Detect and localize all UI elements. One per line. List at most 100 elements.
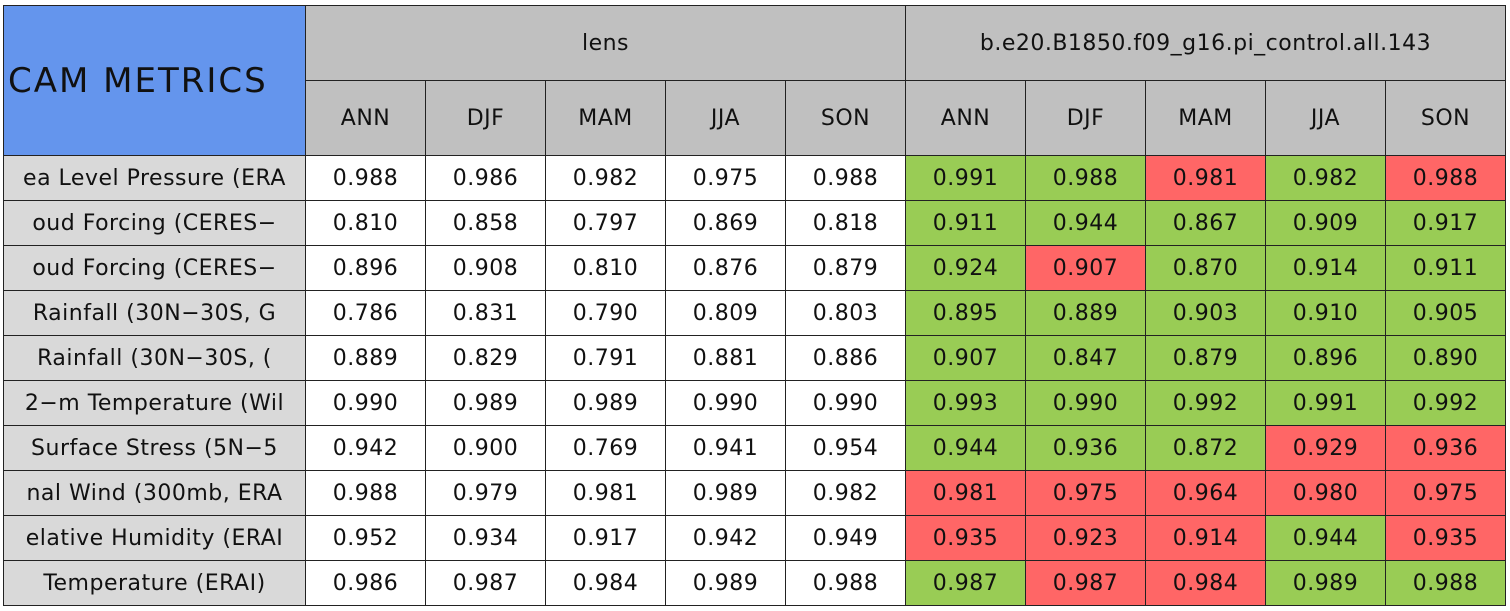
value-cell: 0.988: [305, 470, 426, 516]
row-label: 2−m Temperature (Wil: [3, 380, 306, 426]
value-cell: 0.982: [545, 155, 666, 201]
season-header: ANN: [305, 80, 426, 156]
value-cell: 0.993: [905, 380, 1026, 426]
value-cell: 0.876: [665, 245, 786, 291]
value-cell: 0.944: [905, 425, 1026, 471]
value-cell: 0.942: [665, 515, 786, 561]
value-cell: 0.858: [425, 200, 546, 246]
value-cell: 0.989: [545, 380, 666, 426]
value-cell: 0.810: [545, 245, 666, 291]
value-cell: 0.908: [425, 245, 546, 291]
value-cell: 0.903: [1145, 290, 1266, 336]
value-cell: 0.982: [785, 470, 906, 516]
value-cell: 0.936: [1385, 425, 1506, 471]
value-cell: 0.917: [1385, 200, 1506, 246]
group-header: lens: [305, 5, 906, 81]
value-cell: 0.990: [305, 380, 426, 426]
value-cell: 0.769: [545, 425, 666, 471]
value-cell: 0.982: [1265, 155, 1386, 201]
value-cell: 0.989: [665, 470, 786, 516]
value-cell: 0.935: [905, 515, 1026, 561]
value-cell: 0.942: [305, 425, 426, 471]
value-cell: 0.952: [305, 515, 426, 561]
value-cell: 0.988: [785, 560, 906, 606]
value-cell: 0.990: [665, 380, 786, 426]
value-cell: 0.909: [1265, 200, 1386, 246]
season-header: SON: [785, 80, 906, 156]
value-cell: 0.949: [785, 515, 906, 561]
season-header: MAM: [1145, 80, 1266, 156]
value-cell: 0.988: [1025, 155, 1146, 201]
row-label: Temperature (ERAI): [3, 560, 306, 606]
value-cell: 0.975: [1025, 470, 1146, 516]
season-header: DJF: [425, 80, 546, 156]
value-cell: 0.791: [545, 335, 666, 381]
value-cell: 0.911: [905, 200, 1026, 246]
value-cell: 0.872: [1145, 425, 1266, 471]
value-cell: 0.881: [665, 335, 786, 381]
season-header: MAM: [545, 80, 666, 156]
value-cell: 0.905: [1385, 290, 1506, 336]
value-cell: 0.991: [905, 155, 1026, 201]
value-cell: 0.907: [905, 335, 1026, 381]
value-cell: 0.984: [1145, 560, 1266, 606]
value-cell: 0.914: [1265, 245, 1386, 291]
value-cell: 0.979: [425, 470, 546, 516]
value-cell: 0.831: [425, 290, 546, 336]
row-label: oud Forcing (CERES−: [3, 245, 306, 291]
value-cell: 0.907: [1025, 245, 1146, 291]
row-label: Surface Stress (5N−5: [3, 425, 306, 471]
value-cell: 0.914: [1145, 515, 1266, 561]
value-cell: 0.992: [1145, 380, 1266, 426]
value-cell: 0.929: [1265, 425, 1386, 471]
value-cell: 0.990: [785, 380, 906, 426]
season-header: DJF: [1025, 80, 1146, 156]
value-cell: 0.900: [425, 425, 546, 471]
value-cell: 0.989: [425, 380, 546, 426]
value-cell: 0.889: [1025, 290, 1146, 336]
row-label: oud Forcing (CERES−: [3, 200, 306, 246]
value-cell: 0.991: [1265, 380, 1386, 426]
value-cell: 0.964: [1145, 470, 1266, 516]
value-cell: 0.895: [905, 290, 1026, 336]
value-cell: 0.923: [1025, 515, 1146, 561]
value-cell: 0.980: [1265, 470, 1386, 516]
row-label: elative Humidity (ERAI: [3, 515, 306, 561]
value-cell: 0.890: [1385, 335, 1506, 381]
value-cell: 0.867: [1145, 200, 1266, 246]
value-cell: 0.879: [785, 245, 906, 291]
value-cell: 0.990: [1025, 380, 1146, 426]
value-cell: 0.954: [785, 425, 906, 471]
value-cell: 0.869: [665, 200, 786, 246]
value-cell: 0.786: [305, 290, 426, 336]
season-header: JJA: [665, 80, 786, 156]
row-label: ea Level Pressure (ERA: [3, 155, 306, 201]
table-title: CAM METRICS: [3, 5, 306, 156]
value-cell: 0.847: [1025, 335, 1146, 381]
value-cell: 0.803: [785, 290, 906, 336]
value-cell: 0.944: [1265, 515, 1386, 561]
value-cell: 0.975: [665, 155, 786, 201]
value-cell: 0.936: [1025, 425, 1146, 471]
value-cell: 0.790: [545, 290, 666, 336]
row-label: Rainfall (30N−30S, (: [3, 335, 306, 381]
season-header: JJA: [1265, 80, 1386, 156]
value-cell: 0.879: [1145, 335, 1266, 381]
row-label: nal Wind (300mb, ERA: [3, 470, 306, 516]
season-header: SON: [1385, 80, 1506, 156]
group-header: b.e20.B1850.f09_g16.pi_control.all.143: [905, 5, 1506, 81]
value-cell: 0.829: [425, 335, 546, 381]
value-cell: 0.886: [785, 335, 906, 381]
value-cell: 0.981: [545, 470, 666, 516]
value-cell: 0.988: [1385, 155, 1506, 201]
value-cell: 0.896: [305, 245, 426, 291]
value-cell: 0.988: [1385, 560, 1506, 606]
value-cell: 0.934: [425, 515, 546, 561]
value-cell: 0.944: [1025, 200, 1146, 246]
value-cell: 0.988: [305, 155, 426, 201]
value-cell: 0.911: [1385, 245, 1506, 291]
value-cell: 0.941: [665, 425, 786, 471]
value-cell: 0.917: [545, 515, 666, 561]
value-cell: 0.981: [905, 470, 1026, 516]
